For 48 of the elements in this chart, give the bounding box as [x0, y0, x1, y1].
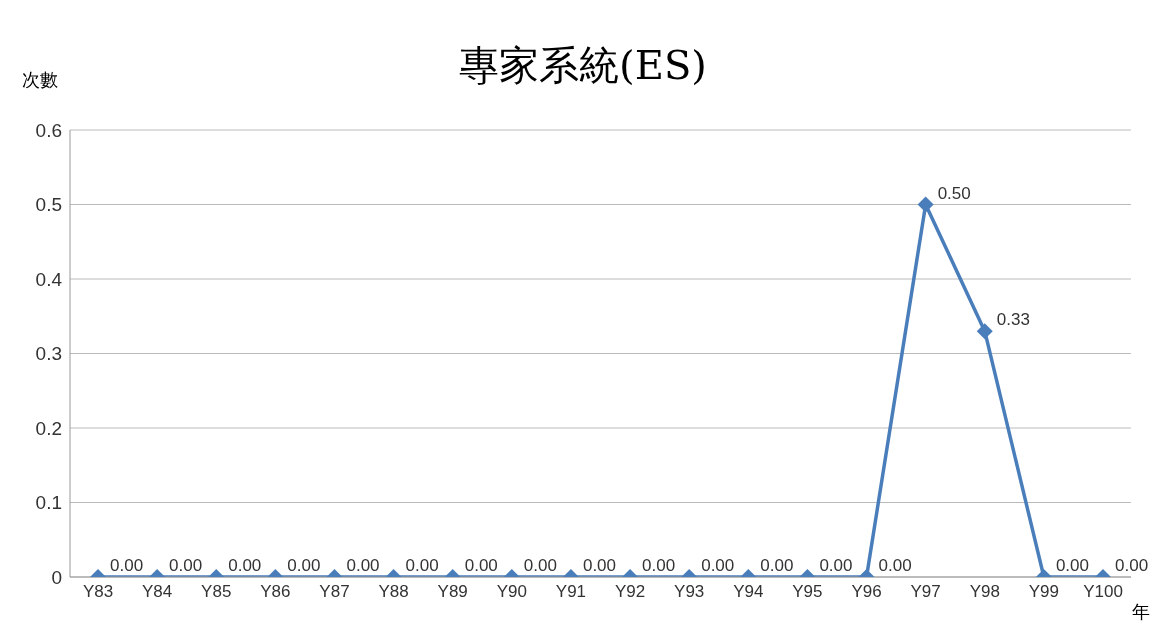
y-tick-label: 0.1 — [35, 492, 62, 514]
data-label: 0.00 — [228, 556, 262, 575]
data-label: 0.33 — [996, 310, 1030, 330]
x-tick-label: Y90 — [496, 582, 527, 602]
data-label: 0.00 — [701, 556, 735, 575]
y-tick-label: 0.3 — [35, 343, 62, 365]
data-label: 0.00 — [1115, 556, 1149, 575]
x-tick-label: Y97 — [910, 582, 941, 602]
data-label: 0.00 — [346, 556, 380, 575]
data-label: 0.00 — [878, 556, 912, 575]
data-label: 0.00 — [523, 556, 557, 575]
x-tick-label: Y96 — [851, 582, 882, 602]
chart-title: 專家系統(ES) — [459, 42, 707, 88]
data-label: 0.00 — [464, 556, 498, 575]
data-label: 0.00 — [819, 556, 853, 575]
x-tick-label: Y92 — [614, 582, 646, 602]
x-tick-label: Y94 — [733, 582, 764, 602]
data-label: 0.00 — [642, 556, 676, 575]
x-tick-label: Y86 — [260, 582, 291, 602]
x-tick-label: Y88 — [378, 582, 409, 602]
data-label: 0.00 — [110, 556, 144, 575]
y-tick-label: 0.6 — [35, 119, 62, 141]
x-tick-label: Y85 — [201, 582, 232, 602]
x-axis-title: 年 — [1132, 600, 1150, 624]
x-tick-label: Y89 — [437, 582, 468, 602]
data-label: 0.50 — [937, 183, 971, 203]
data-label: 0.00 — [287, 556, 321, 575]
data-label: 0.00 — [169, 556, 203, 575]
y-tick-label: 0.5 — [35, 194, 62, 216]
point — [917, 196, 934, 213]
y-tick-label: 0 — [51, 566, 62, 588]
x-tick-label: Y98 — [969, 582, 1000, 602]
x-tick-label: Y87 — [319, 582, 350, 602]
data-label: 0.00 — [405, 556, 439, 575]
x-tick-label: Y83 — [82, 582, 114, 602]
data-label: 0.00 — [760, 556, 794, 575]
point — [976, 323, 993, 340]
x-tick-label: Y93 — [674, 582, 705, 602]
x-tick-label: Y95 — [792, 582, 823, 602]
y-tick-label: 0.4 — [35, 268, 63, 290]
x-tick-label: Y100 — [1083, 582, 1123, 602]
y-axis-title: 次數 — [22, 68, 58, 92]
data-label: 0.00 — [582, 556, 617, 575]
data-label: 0.00 — [1055, 556, 1089, 575]
x-tick-label: Y84 — [141, 582, 173, 602]
x-tick-label: Y91 — [555, 582, 587, 602]
x-tick-label: Y99 — [1028, 582, 1060, 602]
y-tick-label: 0.2 — [35, 417, 62, 439]
